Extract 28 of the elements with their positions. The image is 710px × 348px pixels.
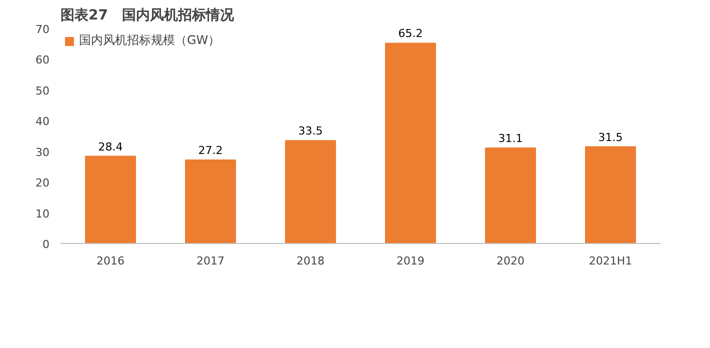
chart-title: 图表27 国内风机招标情况 xyxy=(60,8,235,24)
data-label: 31.1 xyxy=(498,132,523,145)
y-tick-label: 10 xyxy=(36,207,50,220)
y-tick-label: 40 xyxy=(36,115,50,128)
y-tick-label: 50 xyxy=(36,84,50,98)
bar xyxy=(185,159,236,244)
data-label: 31.5 xyxy=(598,130,623,144)
x-tick-label: 2018 xyxy=(296,254,325,268)
legend-label: 国内风机招标规模（GW） xyxy=(79,32,220,49)
bar xyxy=(585,146,636,244)
x-tick-label: 2020 xyxy=(496,254,525,268)
y-tick-label: 20 xyxy=(36,176,50,190)
x-tick-label: 2016 xyxy=(96,254,125,268)
data-label: 33.5 xyxy=(298,124,323,138)
y-tick-label: 30 xyxy=(36,146,50,159)
bar xyxy=(385,42,436,244)
x-tick-label: 2017 xyxy=(196,254,225,268)
y-tick-label: 70 xyxy=(36,23,50,36)
y-tick-label: 0 xyxy=(42,238,50,251)
bar xyxy=(485,147,536,244)
data-label: 65.2 xyxy=(398,27,423,40)
bar xyxy=(85,156,136,244)
x-tick-label: 2019 xyxy=(396,254,425,268)
x-tick-label: 2021H1 xyxy=(588,254,632,268)
bar xyxy=(285,140,336,244)
y-tick-label: 60 xyxy=(36,54,50,67)
data-label: 28.4 xyxy=(98,140,123,154)
data-label: 27.2 xyxy=(198,144,223,157)
